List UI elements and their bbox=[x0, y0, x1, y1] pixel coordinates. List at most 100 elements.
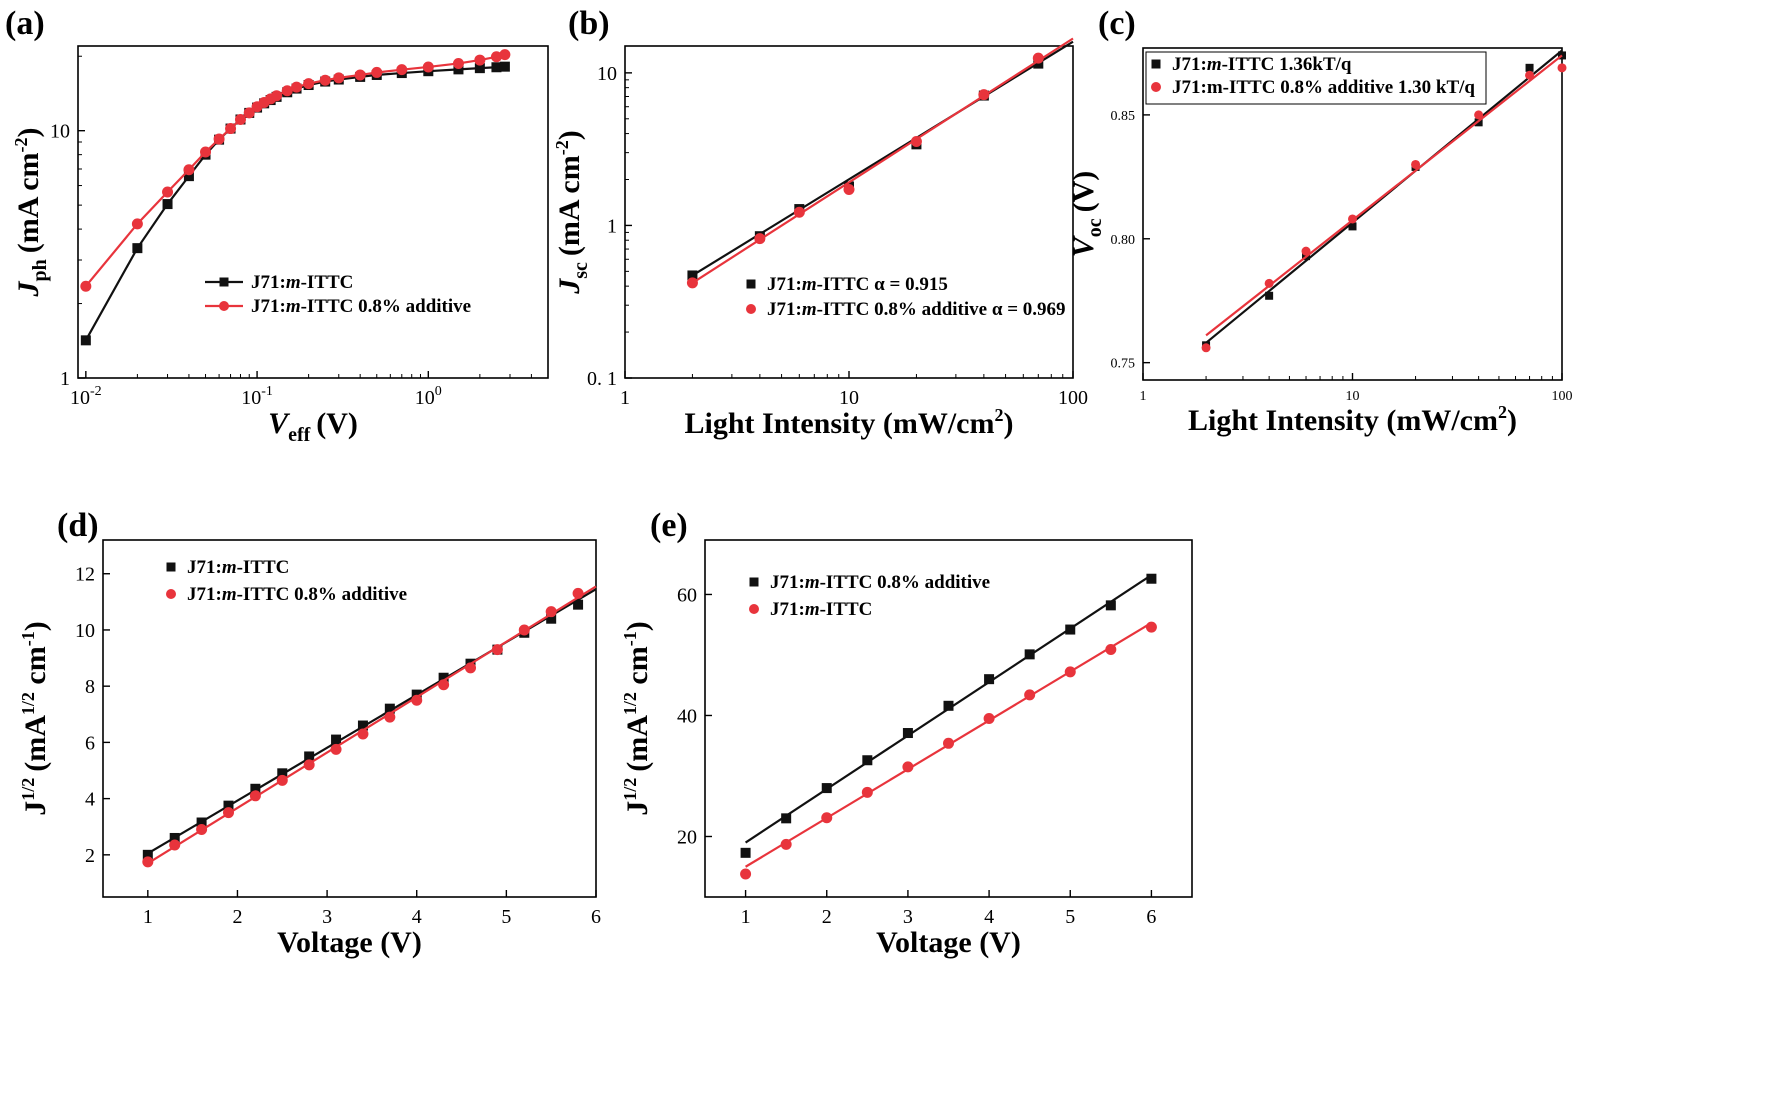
data-point bbox=[1146, 573, 1157, 584]
data-point bbox=[546, 613, 557, 624]
y-tick-label: 0.80 bbox=[1111, 233, 1136, 248]
data-point bbox=[1033, 58, 1044, 69]
panel-label-e: (e) bbox=[650, 507, 688, 544]
plot-frame bbox=[102, 539, 597, 898]
plot-frame bbox=[704, 539, 1193, 898]
data-point bbox=[196, 817, 207, 828]
data-point bbox=[545, 606, 557, 618]
legend-marker bbox=[749, 577, 759, 587]
data-point bbox=[354, 69, 366, 81]
x-axis-title: Voltage (V) bbox=[876, 926, 1021, 959]
y-axis-title: Jsc(mA cm-2) bbox=[552, 130, 592, 294]
data-point bbox=[196, 824, 208, 836]
data-point bbox=[1105, 600, 1116, 611]
data-point bbox=[249, 790, 261, 802]
data-point bbox=[1264, 278, 1274, 288]
series-e-1 bbox=[740, 621, 1157, 880]
data-point bbox=[319, 74, 331, 86]
data-point bbox=[384, 711, 396, 723]
data-point bbox=[225, 123, 237, 135]
data-point bbox=[162, 186, 174, 198]
legend-label: J71:m-ITTC 0.8% additive bbox=[187, 584, 407, 605]
data-point bbox=[331, 734, 342, 745]
y-tick-label: 20 bbox=[677, 826, 697, 848]
data-point bbox=[740, 847, 751, 858]
data-point bbox=[781, 813, 792, 824]
x-tick-label: 10-1 bbox=[241, 384, 273, 409]
data-point bbox=[740, 868, 752, 880]
y-tick-label: 60 bbox=[677, 584, 697, 606]
legend-label: J71:m-ITTC 0.8% additive 1.30 kT/q bbox=[1172, 77, 1475, 98]
legend-item-0: J71:m-ITTC 1.36kT/q bbox=[1151, 54, 1352, 75]
legend-box bbox=[1145, 51, 1487, 105]
x-axis-title: Voltage (V) bbox=[277, 926, 422, 959]
panel-label-d: (d) bbox=[57, 507, 99, 544]
y-axis-title: J1/2(mA1/2 cm-1) bbox=[18, 621, 52, 816]
legend-marker bbox=[219, 277, 229, 287]
y-tick-label: 6 bbox=[85, 732, 95, 754]
x-axis-title: Light Intensity (mW/cm2) bbox=[685, 405, 1014, 440]
data-point bbox=[1024, 689, 1036, 701]
data-point bbox=[271, 90, 283, 102]
data-point bbox=[780, 838, 792, 850]
data-point bbox=[333, 72, 345, 84]
series-e-0 bbox=[740, 573, 1157, 858]
data-point bbox=[243, 107, 255, 119]
data-point bbox=[821, 812, 833, 824]
data-point bbox=[384, 703, 395, 714]
y-tick-label: 12 bbox=[75, 564, 95, 586]
series-b-1 bbox=[686, 37, 1074, 289]
data-point bbox=[1105, 644, 1117, 656]
x-tick-label: 1 bbox=[1140, 389, 1147, 404]
data-point bbox=[234, 113, 246, 125]
data-point bbox=[411, 694, 423, 706]
chart-panel-a: (a) 10-2 10-1 100 1 10 Veff (V) Jph(mA cm-2) J71:… bbox=[5, 5, 549, 446]
x-tick-label: 10 bbox=[1346, 389, 1360, 404]
data-point bbox=[1348, 222, 1357, 231]
data-point bbox=[978, 89, 990, 101]
series-c-1 bbox=[1201, 54, 1567, 353]
legend-marker bbox=[1151, 59, 1161, 69]
data-point bbox=[491, 62, 502, 73]
data-point bbox=[438, 679, 450, 691]
data-point bbox=[303, 759, 315, 771]
data-point bbox=[1525, 70, 1535, 80]
data-point bbox=[821, 783, 832, 794]
data-point bbox=[250, 783, 261, 794]
x-tick-label: 1 bbox=[741, 906, 751, 928]
legend-item-1: J71:m-ITTC bbox=[749, 599, 872, 620]
data-point bbox=[943, 737, 954, 749]
data-point bbox=[132, 243, 143, 254]
data-point bbox=[303, 78, 315, 90]
data-point bbox=[80, 335, 91, 346]
data-point bbox=[687, 270, 698, 281]
x-tick-label: 100 bbox=[415, 384, 442, 409]
x-axis-title: Veff (V) bbox=[268, 407, 358, 446]
chart-panel-c: (c) 1 10 100 0.75 0.80 0.85 Light Intensity (mW… bbox=[1067, 5, 1573, 437]
legend-label: J71:m-ITTC bbox=[187, 557, 289, 578]
data-point bbox=[304, 751, 315, 762]
data-point bbox=[474, 63, 485, 74]
legend-label: J71:m-ITTC bbox=[251, 272, 353, 293]
data-point bbox=[80, 280, 92, 292]
legend-label: J71:m-ITTC α = 0.915 bbox=[767, 274, 948, 295]
x-tick-label: 1 bbox=[143, 906, 153, 928]
data-point bbox=[465, 662, 477, 674]
x-tick-label: 6 bbox=[1146, 906, 1156, 928]
plot-frame bbox=[624, 45, 1074, 379]
legend-marker bbox=[1151, 82, 1161, 92]
data-point bbox=[131, 218, 143, 230]
data-point bbox=[1032, 52, 1044, 64]
data-point bbox=[943, 700, 954, 711]
legend-marker bbox=[749, 604, 759, 614]
legend-item-0: J71:m-ITTC bbox=[205, 272, 353, 293]
data-point bbox=[1065, 624, 1076, 635]
legend-marker bbox=[166, 589, 176, 599]
data-point bbox=[396, 64, 408, 76]
legend-label: J71:m-ITTC 1.36kT/q bbox=[1172, 54, 1352, 75]
y-tick-label: 10 bbox=[597, 63, 617, 85]
legend-label: J71:m-ITTC 0.8% additive bbox=[770, 572, 990, 593]
x-axis-title: Light Intensity (mW/cm2) bbox=[1188, 402, 1517, 437]
data-point bbox=[474, 54, 486, 66]
